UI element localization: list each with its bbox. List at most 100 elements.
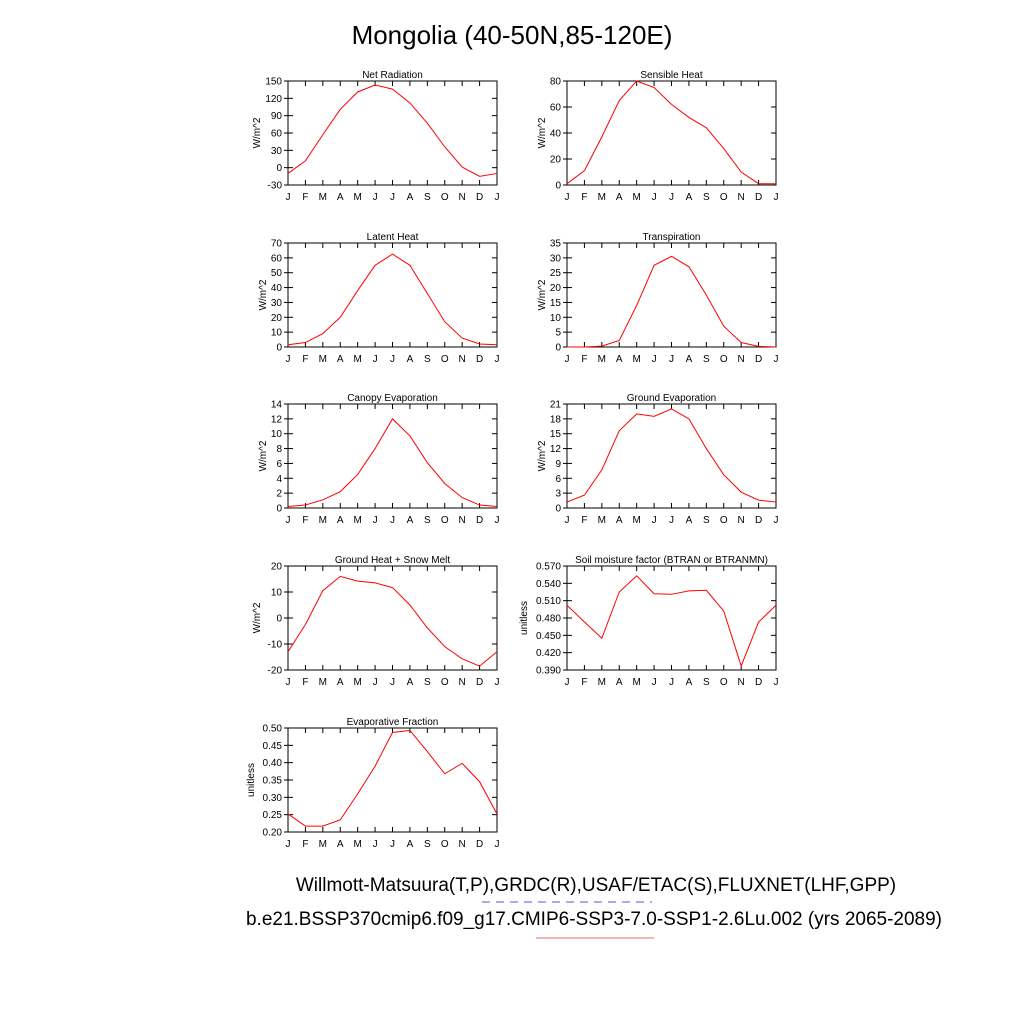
x-tick-label: M bbox=[598, 677, 606, 688]
x-tick-label: A bbox=[337, 354, 344, 365]
y-axis-label: W/m^2 bbox=[537, 279, 548, 310]
x-tick-label: M bbox=[598, 354, 606, 365]
y-tick-label: -30 bbox=[268, 181, 283, 192]
panel-title: Sensible Heat bbox=[640, 70, 702, 81]
x-tick-label: J bbox=[774, 677, 779, 688]
x-tick-label: O bbox=[441, 354, 449, 365]
x-tick-label: D bbox=[476, 515, 483, 526]
y-tick-label: 60 bbox=[271, 129, 283, 140]
x-tick-label: A bbox=[407, 677, 414, 688]
x-tick-label: J bbox=[669, 677, 674, 688]
x-tick-label: O bbox=[720, 354, 728, 365]
x-tick-label: F bbox=[581, 515, 587, 526]
x-tick-label: A bbox=[407, 515, 414, 526]
x-tick-label: J bbox=[652, 192, 657, 203]
x-tick-label: M bbox=[353, 677, 361, 688]
x-tick-label: N bbox=[459, 354, 466, 365]
y-tick-label: 90 bbox=[271, 111, 283, 122]
x-tick-label: J bbox=[286, 515, 291, 526]
x-tick-label: N bbox=[459, 677, 466, 688]
x-tick-label: J bbox=[286, 354, 291, 365]
x-tick-label: A bbox=[686, 515, 693, 526]
x-tick-label: M bbox=[632, 677, 640, 688]
footer-line-2: b.e21.BSSP370cmip6.f09_g17.CMIP6-SSP3-7.… bbox=[246, 909, 942, 930]
y-tick-label: 8 bbox=[276, 444, 282, 455]
x-tick-label: A bbox=[337, 515, 344, 526]
x-tick-label: M bbox=[353, 354, 361, 365]
x-tick-label: J bbox=[669, 354, 674, 365]
series-line bbox=[566, 80, 776, 185]
y-axis-label: W/m^2 bbox=[252, 602, 263, 633]
x-tick-label: J bbox=[565, 354, 570, 365]
series-line bbox=[287, 418, 498, 508]
y-tick-label: 15 bbox=[550, 429, 562, 440]
y-tick-label: 10 bbox=[271, 588, 283, 599]
y-tick-label: 150 bbox=[265, 77, 282, 88]
x-tick-label: J bbox=[495, 677, 500, 688]
x-tick-label: F bbox=[581, 354, 587, 365]
y-tick-label: 0.20 bbox=[263, 828, 283, 839]
y-tick-label: 10 bbox=[550, 313, 562, 324]
x-tick-label: N bbox=[459, 839, 466, 850]
x-tick-label: J bbox=[652, 354, 657, 365]
y-axis-label: W/m^2 bbox=[252, 117, 263, 148]
x-tick-label: J bbox=[390, 192, 395, 203]
y-tick-label: 70 bbox=[271, 239, 283, 250]
y-tick-label: 20 bbox=[550, 155, 562, 166]
x-tick-label: D bbox=[755, 677, 762, 688]
y-tick-label: 0.390 bbox=[536, 666, 561, 677]
x-tick-label: F bbox=[302, 354, 308, 365]
x-tick-label: F bbox=[302, 192, 308, 203]
y-tick-label: 0.30 bbox=[263, 793, 283, 804]
y-tick-label: 30 bbox=[271, 146, 283, 157]
x-tick-label: A bbox=[616, 354, 623, 365]
y-tick-label: 120 bbox=[265, 94, 282, 105]
y-tick-label: 50 bbox=[271, 268, 283, 279]
x-tick-label: A bbox=[686, 677, 693, 688]
x-tick-label: D bbox=[476, 192, 483, 203]
panel-8: Soil moisture factor (BTRAN or BTRANMN) J… bbox=[519, 555, 779, 688]
y-tick-label: 0 bbox=[555, 181, 561, 192]
y-tick-label: 60 bbox=[550, 103, 562, 114]
panel-title: Ground Heat + Snow Melt bbox=[335, 555, 451, 566]
x-tick-label: M bbox=[598, 515, 606, 526]
x-tick-label: J bbox=[373, 677, 378, 688]
plot-frame bbox=[287, 565, 498, 671]
x-tick-label: J bbox=[495, 515, 500, 526]
y-tick-label: 14 bbox=[271, 400, 283, 411]
y-tick-label: 12 bbox=[550, 444, 562, 455]
x-tick-label: M bbox=[319, 354, 327, 365]
x-tick-label: F bbox=[302, 515, 308, 526]
x-tick-label: D bbox=[476, 677, 483, 688]
y-tick-label: 0.25 bbox=[263, 810, 283, 821]
y-tick-label: 20 bbox=[271, 562, 283, 573]
x-tick-label: A bbox=[337, 839, 344, 850]
series-line bbox=[287, 729, 498, 827]
y-tick-label: 0.570 bbox=[536, 562, 561, 573]
y-axis-label: W/m^2 bbox=[258, 279, 269, 310]
y-axis-label: unitless bbox=[246, 763, 257, 797]
y-tick-label: 0.450 bbox=[536, 631, 561, 642]
x-tick-label: J bbox=[390, 677, 395, 688]
y-tick-label: 0 bbox=[276, 163, 282, 174]
panel-title: Latent Heat bbox=[367, 232, 419, 243]
y-tick-label: 2 bbox=[276, 489, 282, 500]
x-tick-label: A bbox=[337, 677, 344, 688]
x-tick-label: O bbox=[720, 515, 728, 526]
x-tick-label: O bbox=[720, 677, 728, 688]
panel-title: Soil moisture factor (BTRAN or BTRANMN) bbox=[575, 555, 768, 566]
y-tick-label: 0 bbox=[276, 504, 282, 515]
x-tick-label: A bbox=[686, 192, 693, 203]
series-line bbox=[566, 408, 777, 503]
x-tick-label: A bbox=[337, 192, 344, 203]
x-tick-label: D bbox=[755, 515, 762, 526]
y-tick-label: 20 bbox=[550, 283, 562, 294]
figure-title: Mongolia (40-50N,85-120E) bbox=[352, 20, 673, 50]
x-tick-label: D bbox=[476, 839, 483, 850]
x-tick-label: S bbox=[424, 354, 431, 365]
plot-frame bbox=[287, 242, 498, 348]
x-tick-label: N bbox=[738, 192, 745, 203]
